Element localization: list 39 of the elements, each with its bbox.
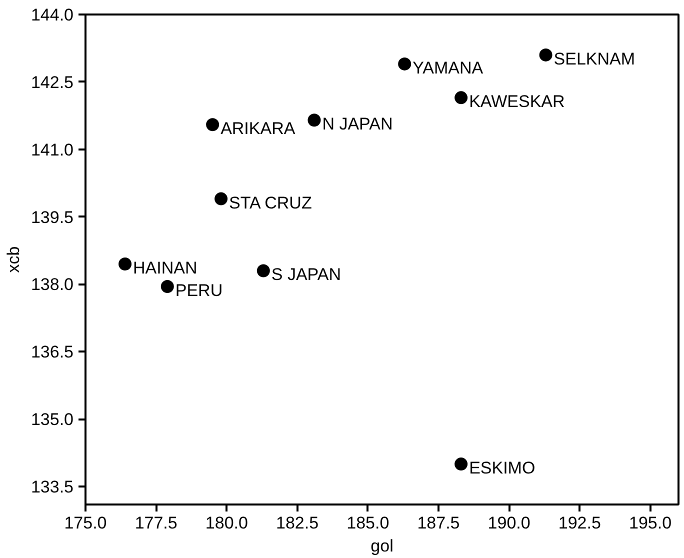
annotation: PERU	[175, 280, 223, 300]
point	[398, 57, 412, 70]
x-tick-label: 182.5	[276, 514, 319, 532]
annotation: N JAPAN	[322, 114, 393, 134]
x-axis-title: gol	[370, 536, 394, 556]
annotation: S JAPAN	[271, 265, 341, 284]
point	[256, 264, 270, 278]
annotation: STA CRUZ	[229, 193, 312, 212]
annotation: HAINAN	[133, 258, 198, 278]
annotation: ARIKARA	[220, 119, 296, 138]
y-tick-label: 135.0	[30, 410, 74, 430]
x-tick-label: 175.0	[64, 514, 107, 532]
x-tick-label: 190.0	[488, 514, 530, 532]
point	[539, 48, 552, 62]
y-tick-label: 144.0	[30, 6, 74, 24]
x-tick-label: 180.0	[205, 514, 248, 532]
annotation: KAWESKAR	[469, 92, 565, 112]
x-tick-label: 185.0	[346, 514, 390, 532]
y-tick-label: 138.0	[30, 275, 74, 294]
y-tick-label: 141.0	[30, 140, 74, 160]
point	[160, 280, 174, 293]
y-tick-label: 133.5	[30, 478, 74, 497]
point	[206, 118, 220, 132]
point	[454, 458, 468, 471]
y-tick-label: 142.5	[30, 72, 74, 92]
point	[118, 258, 132, 270]
y-axis-title: xcb	[4, 246, 23, 273]
x-tick-label: 192.5	[558, 514, 601, 532]
y-tick-label: 139.5	[30, 208, 74, 227]
x-tick-label: 187.5	[417, 514, 460, 532]
x-tick-label: 195.0	[628, 514, 672, 532]
annotation: SELKNAM	[554, 49, 636, 68]
point	[308, 114, 321, 127]
annotation: ESKIMO	[469, 458, 536, 478]
x-tick-label: 177.5	[134, 514, 178, 532]
point	[214, 192, 228, 206]
point	[454, 91, 468, 104]
annotation: YAMANA	[412, 58, 484, 78]
y-tick-label: 136.5	[30, 342, 74, 362]
